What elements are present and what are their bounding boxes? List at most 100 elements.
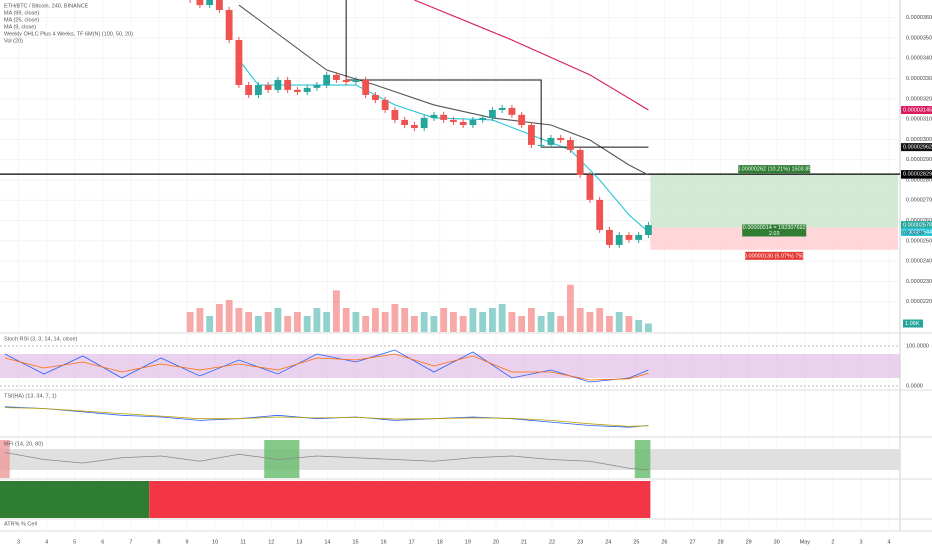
volume-bar (323, 312, 331, 332)
candle-body (381, 100, 389, 110)
candle-body (254, 85, 262, 95)
volume-bar (635, 320, 643, 332)
volume-bar (235, 308, 243, 332)
candle-body (489, 109, 496, 118)
volume-bar (206, 316, 214, 332)
entry-label: 0.00000014 = 192307692 (743, 225, 806, 231)
x-tick-label: 17 (409, 539, 415, 545)
candle-body (323, 74, 331, 86)
candle-body (245, 85, 253, 95)
label-box (742, 224, 807, 237)
x-tick-label: 5 (73, 539, 76, 545)
y-tick-label: 0.0000 (906, 383, 923, 389)
candle-body (206, 0, 214, 6)
countdown: 03:32:46 (903, 231, 924, 237)
x-tick-label: 16 (381, 539, 387, 545)
legend-entry: ETH/BTC / Bitcoin, 240, BINANCE (4, 3, 89, 9)
candle-body (547, 137, 555, 145)
x-tick-label: 12 (268, 539, 274, 545)
candle-body (342, 79, 350, 82)
indicator-line (414, 0, 649, 111)
x-tick-label: 14 (324, 539, 330, 545)
price-tag (901, 143, 932, 152)
target-label: 0.00000262 (10.21%) 1503.85 (737, 167, 811, 173)
x-tick-label: May (800, 539, 811, 545)
candle-body (293, 89, 301, 92)
volume-bar (254, 316, 262, 332)
volume-bar (537, 316, 545, 332)
entry-label-2: 2.03 (769, 231, 780, 237)
candle-body (391, 109, 399, 120)
volume-bar (313, 308, 321, 332)
volume-bar (596, 308, 604, 332)
volume-bar (186, 312, 194, 332)
price-tag-label: 0.00002578 (903, 223, 932, 229)
candle-body (430, 114, 438, 118)
x-tick-label: 28 (718, 539, 724, 545)
price-tag (901, 105, 932, 114)
candle-body (284, 79, 292, 90)
volume-bar (615, 312, 623, 332)
x-tick-label: 24 (605, 539, 611, 545)
volume-bar (332, 290, 340, 332)
candle-body (498, 107, 506, 110)
volume-bar (352, 312, 360, 332)
volume-bar (284, 316, 292, 332)
candle-body (567, 140, 574, 150)
x-tick-label: 4 (888, 539, 891, 545)
x-tick-label: 23 (577, 539, 583, 545)
price-tag-label: 0.00002962 (903, 145, 932, 151)
x-tick-label: 29 (746, 539, 752, 545)
volume-bar (303, 316, 311, 332)
legend-entry: MA (25, close) (4, 17, 39, 23)
y-tick-label: 100.0000 (906, 343, 929, 349)
label-box (903, 319, 923, 328)
volume-bar (391, 304, 399, 332)
price-tag-label: 0.00002544 (903, 229, 932, 235)
candle-body (606, 229, 613, 245)
candle-body (410, 125, 418, 129)
volume-bar (498, 304, 506, 332)
legend-entry: MA (99, close) (4, 10, 39, 16)
volume-bar (362, 316, 370, 332)
legend-entry: Weekly OHLC Plus 4 Weeks, TF 6M(N) (100,… (4, 31, 133, 37)
x-tick-label: 7 (129, 539, 132, 545)
candle-body (615, 234, 623, 245)
x-tick-label: 18 (437, 539, 443, 545)
x-tick-label: 3 (859, 539, 862, 545)
volume-bar (430, 316, 438, 332)
volume-bar (469, 308, 477, 332)
candle-body (596, 199, 604, 230)
candle-body (420, 117, 428, 129)
volume-bar (489, 308, 496, 332)
volume-bar (508, 312, 516, 332)
candle-body (537, 144, 545, 146)
volume-bar (410, 316, 418, 332)
candle-body (225, 9, 233, 40)
x-tick-label: 26 (661, 539, 667, 545)
x-tick-label: 11 (240, 539, 246, 545)
label-box (738, 165, 811, 174)
candle-body (586, 174, 594, 200)
x-tick-label: 19 (465, 539, 471, 545)
candle-body (469, 119, 477, 126)
level-tag (901, 170, 932, 179)
stoch-line (4, 349, 649, 383)
pane-title: TSI(HA) (13, 34, 7, 1) (4, 393, 57, 399)
volume-bar (293, 312, 301, 332)
x-tick-label: 15 (352, 539, 358, 545)
candle-body (479, 117, 487, 120)
candle-body (303, 87, 311, 92)
x-tick-label: 30 (774, 539, 780, 545)
legend-entry: Vol (20) (4, 38, 23, 44)
volume-bar (606, 316, 613, 332)
volume-bar (459, 316, 467, 332)
x-tick-label: 27 (689, 539, 695, 545)
volume-bar (518, 316, 526, 332)
